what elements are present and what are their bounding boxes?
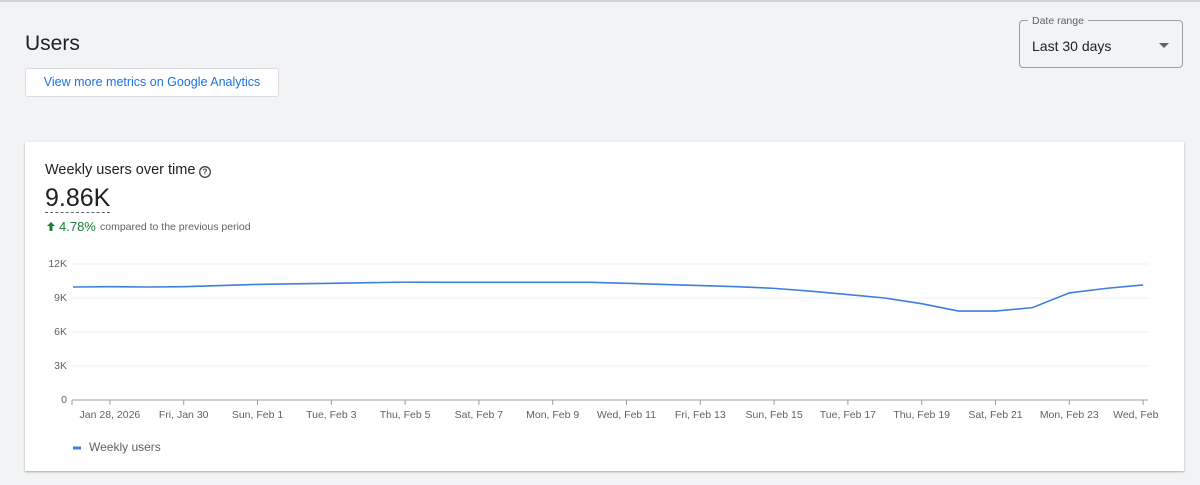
x-tick-label: Wed, Feb 11 xyxy=(597,409,656,421)
x-tick-label: Tue, Feb 17 xyxy=(820,409,876,421)
help-icon[interactable]: ? xyxy=(198,165,212,179)
y-tick-label: 3K xyxy=(54,360,67,372)
y-tick-label: 12K xyxy=(48,258,67,270)
card-title: Weekly users over time xyxy=(45,162,196,178)
analytics-button[interactable]: View more metrics on Google Analytics xyxy=(25,68,279,97)
x-tick-label: Thu, Feb 5 xyxy=(380,409,431,421)
page-title: Users xyxy=(25,32,80,55)
x-tick-label: Mon, Feb 23 xyxy=(1040,409,1099,421)
x-tick-label: Wed, Feb 25 xyxy=(1113,409,1161,421)
chart: 0 3K 6K 9K 12K Jan 28, 2026 Fri, Jan 30 Sun, Fe… xyxy=(48,258,1161,454)
y-tick-label: 0 xyxy=(61,394,67,406)
up-arrow xyxy=(47,222,55,231)
x-tick-label: Sat, Feb 21 xyxy=(968,409,1022,421)
x-tick-label: Thu, Feb 19 xyxy=(893,409,950,421)
y-tick-label: 9K xyxy=(54,292,67,304)
x-tick-label: Fri, Jan 30 xyxy=(159,409,209,421)
x-tick-label: Mon, Feb 9 xyxy=(526,409,579,421)
date-range-label: Date range xyxy=(1028,15,1088,27)
dropdown-caret xyxy=(1159,43,1169,48)
x-tick-label: Tue, Feb 3 xyxy=(306,409,357,421)
legend-label: Weekly users xyxy=(89,440,161,454)
svg-text:?: ? xyxy=(203,168,208,177)
x-tick-label: Jan 28, 2026 xyxy=(80,409,141,421)
y-tick-label: 6K xyxy=(54,326,67,338)
x-tick-label: Sun, Feb 1 xyxy=(232,409,284,421)
series-line xyxy=(72,281,1144,312)
change-percent: 4.78% xyxy=(59,219,96,234)
x-tick-label: Sun, Feb 15 xyxy=(745,409,802,421)
change-note: compared to the previous period xyxy=(100,221,251,233)
metric-value: 9.86K xyxy=(45,184,111,213)
date-range-select[interactable] xyxy=(1019,20,1183,68)
chart-card: Weekly users over time ? 9.86K 4.78% com… xyxy=(25,142,1184,471)
date-range-value: Last 30 days xyxy=(1032,38,1112,54)
x-tick-label: Sat, Feb 7 xyxy=(455,409,504,421)
x-tick-label: Fri, Feb 13 xyxy=(675,409,726,421)
